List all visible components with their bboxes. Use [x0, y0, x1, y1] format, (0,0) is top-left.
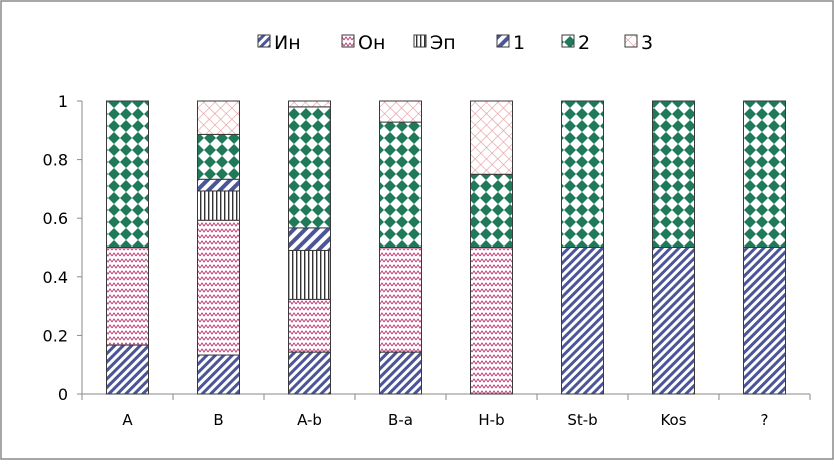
legend-label: Он [358, 32, 385, 54]
legend-item: Он [341, 32, 385, 54]
bar-segment [288, 100, 331, 108]
legend-label: Эп [430, 32, 456, 54]
x-tick-label: H-b [478, 411, 504, 429]
legend-item: 3 [624, 32, 653, 54]
x-tick-label: A [122, 411, 133, 429]
y-axis: 0 0.2 0.4 0.6 0.8 1 [43, 92, 83, 404]
bar-segment [743, 247, 786, 395]
legend-swatch [257, 34, 271, 48]
legend-label: 3 [641, 32, 653, 54]
x-tick-label: Kos [660, 411, 686, 429]
legend-swatch [341, 34, 355, 48]
bar-segment [288, 351, 331, 395]
y-tick-label: 0.8 [43, 151, 68, 170]
bar-segment [197, 354, 240, 395]
bar-stack [379, 100, 422, 395]
bar-segment [288, 227, 331, 251]
bar-segment [379, 121, 422, 248]
y-tick-label: 1 [58, 92, 68, 111]
bar-segment [470, 247, 513, 395]
x-tick-label: B-a [388, 411, 413, 429]
legend-item: 1 [496, 32, 525, 54]
legend-label: 2 [578, 32, 590, 54]
bar-segment [197, 100, 240, 135]
bar-segment [743, 100, 786, 248]
y-tick-label: 0.4 [43, 268, 68, 287]
bar-segment [379, 351, 422, 395]
legend-swatch [496, 34, 510, 48]
bar-segment [652, 247, 695, 395]
x-tick-label: A-b [297, 411, 322, 429]
legend-item: Ин [257, 32, 301, 54]
bar-stack [561, 100, 604, 395]
bar-segment [106, 100, 149, 248]
bar-stack [652, 100, 695, 395]
x-tick-label: B [213, 411, 223, 429]
legend-label: Ин [274, 32, 301, 54]
bar-segment [379, 247, 422, 353]
y-tick-label: 0 [58, 385, 68, 404]
y-tick-label: 0.6 [43, 209, 68, 228]
bar-segment [106, 247, 149, 346]
legend-label: 1 [513, 32, 525, 54]
bar-segment [470, 100, 513, 175]
legend-item: Эп [413, 32, 456, 54]
legend-swatch [561, 34, 575, 48]
bar-stack [106, 100, 149, 395]
bar-segment [197, 178, 240, 192]
bar-segment [561, 100, 604, 248]
bar-stack [288, 100, 331, 395]
x-tick-label: ? [761, 411, 769, 429]
bar-segment [197, 219, 240, 356]
bar-stack [197, 100, 240, 395]
legend: Ин Он Эп 1 2 3 [257, 32, 653, 54]
bars [106, 100, 786, 395]
bar-segment [379, 100, 422, 123]
bar-segment [652, 100, 695, 248]
y-tick-label: 0.2 [43, 326, 68, 345]
bar-stack [470, 100, 513, 395]
bar-segment [197, 190, 240, 221]
legend-item: 2 [561, 32, 590, 54]
bar-segment [561, 247, 604, 395]
legend-swatch [624, 34, 638, 48]
bar-segment [288, 106, 331, 229]
bar-segment [288, 249, 331, 300]
bar-stack [743, 100, 786, 395]
bar-segment [288, 298, 331, 353]
x-tick-label: St-b [567, 411, 597, 429]
bar-segment [106, 344, 149, 395]
bar-segment [197, 133, 240, 180]
bar-segment [470, 173, 513, 248]
legend-swatch [413, 34, 427, 48]
